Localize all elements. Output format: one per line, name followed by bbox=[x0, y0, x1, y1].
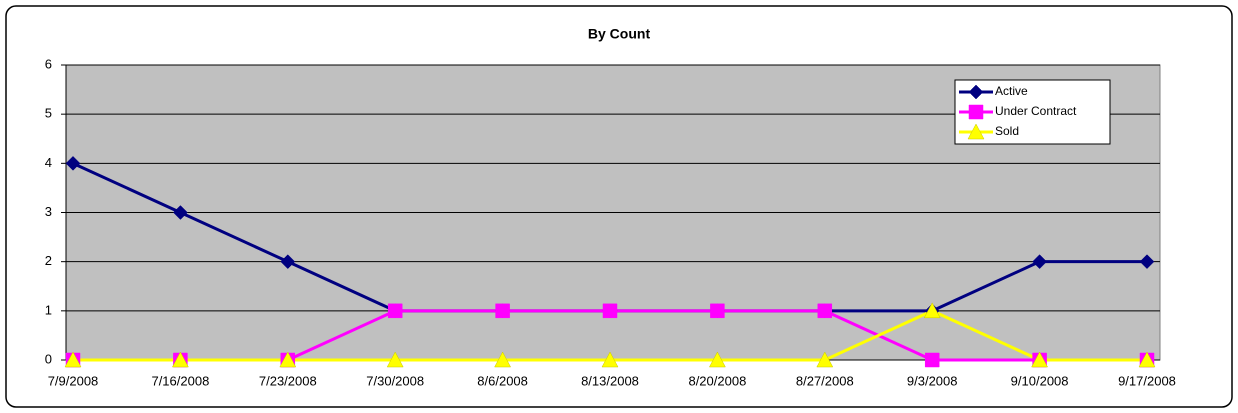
legend-marker bbox=[968, 104, 984, 120]
y-tick-label: 3 bbox=[45, 204, 52, 219]
data-point bbox=[65, 155, 81, 171]
y-tick-label: 5 bbox=[45, 106, 52, 121]
data-point bbox=[601, 351, 619, 368]
chart-title: By Count bbox=[588, 26, 651, 42]
data-point bbox=[494, 351, 512, 368]
legend: Active Under Contract Sold bbox=[954, 79, 1111, 145]
y-tick-label: 0 bbox=[45, 351, 52, 366]
legend-marker bbox=[967, 123, 985, 140]
data-point bbox=[386, 351, 404, 368]
data-point bbox=[1139, 254, 1155, 270]
legend-label: Sold bbox=[995, 124, 1019, 138]
legend-marker bbox=[968, 84, 984, 100]
x-tick-label: 7/30/2008 bbox=[366, 373, 424, 388]
data-point bbox=[280, 254, 296, 270]
data-point bbox=[495, 303, 510, 319]
x-tick-label: 9/17/2008 bbox=[1118, 373, 1176, 388]
x-tick-label: 8/13/2008 bbox=[581, 373, 639, 388]
x-tick-label: 7/9/2008 bbox=[48, 373, 99, 388]
data-point bbox=[64, 351, 82, 368]
data-point bbox=[387, 303, 403, 319]
data-point bbox=[924, 352, 940, 368]
x-tick-label: 8/6/2008 bbox=[477, 373, 528, 388]
x-tick-label: 8/27/2008 bbox=[796, 373, 854, 388]
data-point bbox=[1031, 351, 1049, 368]
data-point bbox=[710, 303, 725, 319]
y-tick-label: 4 bbox=[45, 155, 52, 170]
y-tick-label: 2 bbox=[45, 253, 52, 268]
data-point bbox=[171, 351, 189, 368]
x-tick-label: 9/10/2008 bbox=[1011, 373, 1069, 388]
x-tick-label: 8/20/2008 bbox=[688, 373, 746, 388]
data-point bbox=[923, 302, 941, 319]
x-tick-label: 7/23/2008 bbox=[259, 373, 317, 388]
data-point bbox=[708, 351, 726, 368]
data-point bbox=[279, 351, 297, 368]
x-tick-label: 9/3/2008 bbox=[907, 373, 958, 388]
data-point bbox=[602, 303, 618, 319]
data-point bbox=[816, 351, 834, 368]
legend-label: Active bbox=[995, 84, 1028, 98]
data-point bbox=[1138, 351, 1156, 368]
y-tick-label: 6 bbox=[45, 56, 52, 71]
y-tick-label: 1 bbox=[45, 302, 52, 317]
legend-label: Under Contract bbox=[995, 104, 1077, 118]
x-tick-label: 7/16/2008 bbox=[151, 373, 209, 388]
data-point bbox=[173, 205, 188, 220]
data-point bbox=[1032, 254, 1047, 270]
data-point bbox=[817, 303, 833, 319]
